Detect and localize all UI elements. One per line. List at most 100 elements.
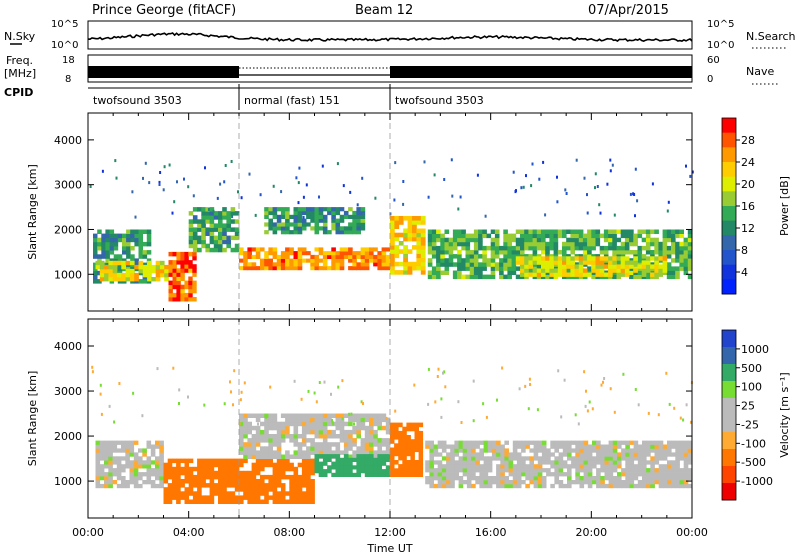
power-cell <box>671 229 676 234</box>
noise-sky-line <box>87 32 693 42</box>
power-cell <box>390 245 395 250</box>
velocity-cell <box>441 472 447 477</box>
velocity-cell <box>521 472 526 477</box>
velocity-scatter-point <box>586 409 589 413</box>
power-cell <box>260 262 265 267</box>
velocity-cell <box>99 448 105 453</box>
power-cell <box>268 262 273 267</box>
velocity-cell <box>108 460 113 465</box>
velocity-cell <box>429 444 434 449</box>
velocity-cell <box>633 464 639 469</box>
power-cell <box>403 257 408 263</box>
velocity-cell <box>310 462 315 468</box>
power-scatter-point <box>248 172 251 176</box>
power-cell <box>385 247 391 252</box>
power-cell <box>373 247 378 252</box>
velocity-cell <box>500 452 505 457</box>
velocity-cell <box>306 466 311 472</box>
power-cell <box>352 214 357 219</box>
velocity-cell <box>310 442 315 447</box>
velocity-cell <box>491 476 497 481</box>
power-cell <box>515 266 521 271</box>
velocity-cell <box>339 438 345 443</box>
power-cell <box>671 250 676 255</box>
power-cell <box>339 230 345 235</box>
velocity-cell <box>364 442 370 447</box>
velocity-cell <box>550 464 555 469</box>
velocity-cell <box>558 480 564 485</box>
velocity-cell <box>537 444 543 449</box>
velocity-cell <box>255 450 261 455</box>
power-cell <box>268 258 273 263</box>
velocity-cell <box>159 460 164 465</box>
power-cell <box>416 236 422 242</box>
power-cell <box>478 237 483 243</box>
velocity-cell <box>667 452 672 457</box>
velocity-cell <box>343 442 349 447</box>
velocity-cell <box>671 483 676 489</box>
power-cell <box>138 279 143 284</box>
power-cell <box>297 226 303 231</box>
velocity-cell <box>306 491 311 496</box>
velocity-cell <box>414 460 419 465</box>
velocity-cell <box>301 438 307 443</box>
velocity-cell <box>310 421 315 427</box>
velocity-cell <box>575 468 580 473</box>
power-cell <box>318 247 324 252</box>
power-cell <box>687 229 693 234</box>
velocity-cell <box>679 448 685 453</box>
power-cell <box>536 237 542 243</box>
power-cell <box>482 245 487 251</box>
velocity-cell <box>525 472 530 477</box>
velocity-cell <box>142 480 147 485</box>
power-cell <box>620 245 626 251</box>
power-cell <box>348 254 353 259</box>
velocity-cell <box>364 417 370 423</box>
velocity-cell <box>394 422 399 428</box>
power-cell <box>645 250 651 255</box>
velocity-cell <box>99 464 105 469</box>
velocity-cell <box>667 468 672 473</box>
velocity-cell <box>533 452 539 457</box>
power-cell <box>520 260 525 265</box>
velocity-cell <box>285 474 290 480</box>
power-cell <box>280 266 286 271</box>
velocity-cell <box>99 456 105 461</box>
velocity-cell <box>658 480 664 485</box>
power-cell <box>251 247 257 252</box>
power-colorbar-swatch <box>722 264 736 280</box>
velocity-cell <box>218 470 223 476</box>
velocity-cell <box>525 483 530 489</box>
velocity-cell <box>398 443 403 448</box>
velocity-cell <box>176 479 181 484</box>
velocity-scatter-point <box>313 391 316 395</box>
velocity-cell <box>462 464 468 469</box>
velocity-cell <box>301 474 307 480</box>
power-cell <box>234 235 240 241</box>
power-cell <box>213 243 219 249</box>
power-cell <box>172 260 177 265</box>
velocity-cell <box>364 454 370 459</box>
power-cell <box>293 222 299 227</box>
velocity-colorbar-frame <box>721 329 737 501</box>
velocity-cell <box>327 450 332 455</box>
velocity-cell <box>575 452 580 457</box>
power-cell <box>264 251 269 256</box>
velocity-scatter-point <box>257 422 259 426</box>
velocity-cell <box>629 476 635 481</box>
power-scatter-point <box>158 183 161 186</box>
velocity-cell <box>255 438 261 443</box>
velocity-scatter-point <box>673 406 676 410</box>
velocity-cell <box>310 483 315 488</box>
power-cell <box>511 254 517 259</box>
velocity-cell <box>471 440 476 445</box>
power-cell <box>452 270 458 275</box>
velocity-scatter-point <box>524 384 527 388</box>
power-cell <box>654 272 659 277</box>
power-cell <box>201 211 206 216</box>
velocity-cell <box>471 444 476 449</box>
velocity-cell <box>381 469 387 474</box>
power-cell <box>511 250 517 255</box>
velocity-cell <box>516 444 522 449</box>
velocity-cell <box>348 465 353 470</box>
